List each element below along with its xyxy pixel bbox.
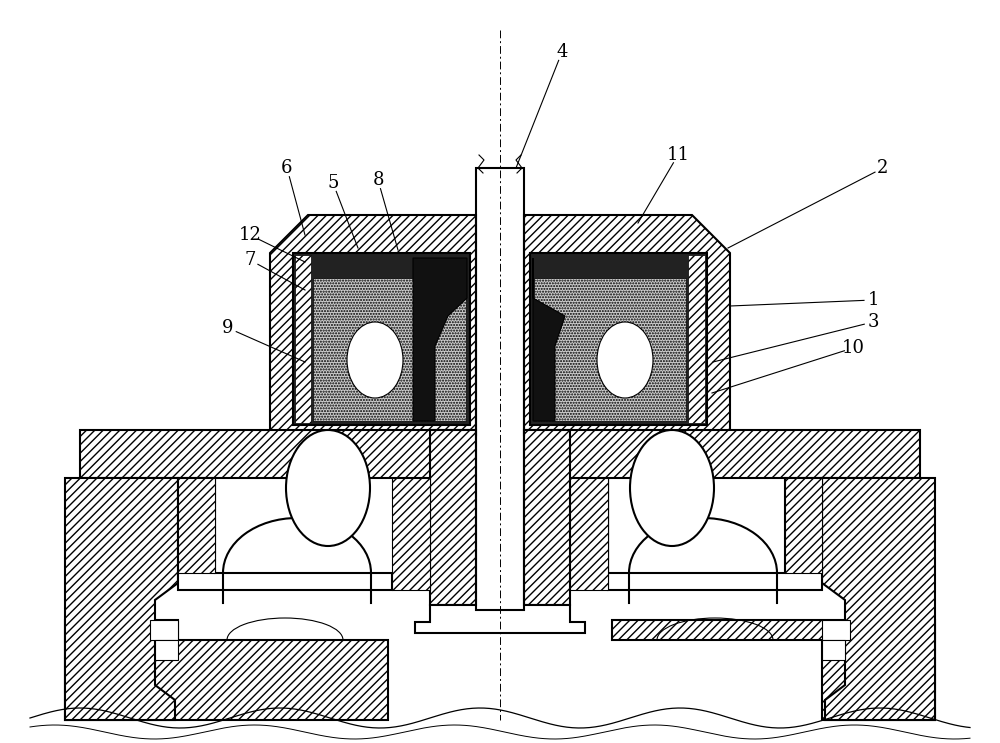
Bar [150, 620, 178, 640]
Bar [430, 430, 492, 605]
Ellipse shape [347, 322, 403, 398]
Text: 9: 9 [222, 319, 234, 337]
Bar [822, 620, 850, 640]
Text: 11: 11 [666, 146, 690, 164]
Text: 12: 12 [239, 226, 261, 244]
Bar [476, 430, 524, 605]
Ellipse shape [597, 322, 653, 398]
Polygon shape [65, 620, 388, 720]
Text: 5: 5 [327, 174, 339, 192]
Bar [508, 430, 920, 478]
Polygon shape [65, 478, 178, 720]
Polygon shape [822, 478, 935, 720]
Bar [80, 430, 492, 478]
Bar [530, 253, 707, 425]
Polygon shape [785, 478, 822, 573]
Bar [313, 278, 466, 421]
Polygon shape [178, 478, 215, 573]
Polygon shape [570, 478, 608, 590]
Polygon shape [178, 478, 392, 590]
Polygon shape [533, 258, 565, 421]
Text: 10: 10 [842, 339, 864, 357]
Bar [476, 168, 524, 610]
Bar [534, 278, 686, 421]
Bar [293, 253, 470, 425]
Text: 4: 4 [556, 43, 568, 61]
Ellipse shape [630, 430, 714, 546]
Text: 8: 8 [372, 171, 384, 189]
Bar [508, 430, 570, 605]
Polygon shape [612, 620, 935, 720]
Text: 7: 7 [244, 251, 256, 269]
Text: 6: 6 [281, 159, 293, 177]
Polygon shape [155, 640, 178, 660]
Polygon shape [415, 605, 585, 633]
Polygon shape [413, 258, 467, 421]
Polygon shape [822, 640, 845, 660]
Ellipse shape [286, 430, 370, 546]
Text: 1: 1 [867, 291, 879, 309]
Bar [476, 215, 524, 435]
Polygon shape [295, 255, 311, 423]
Text: 2: 2 [877, 159, 889, 177]
Polygon shape [270, 215, 492, 435]
Text: 3: 3 [867, 313, 879, 331]
Polygon shape [688, 255, 705, 423]
Polygon shape [508, 215, 730, 435]
Polygon shape [392, 478, 430, 590]
Polygon shape [608, 478, 822, 590]
